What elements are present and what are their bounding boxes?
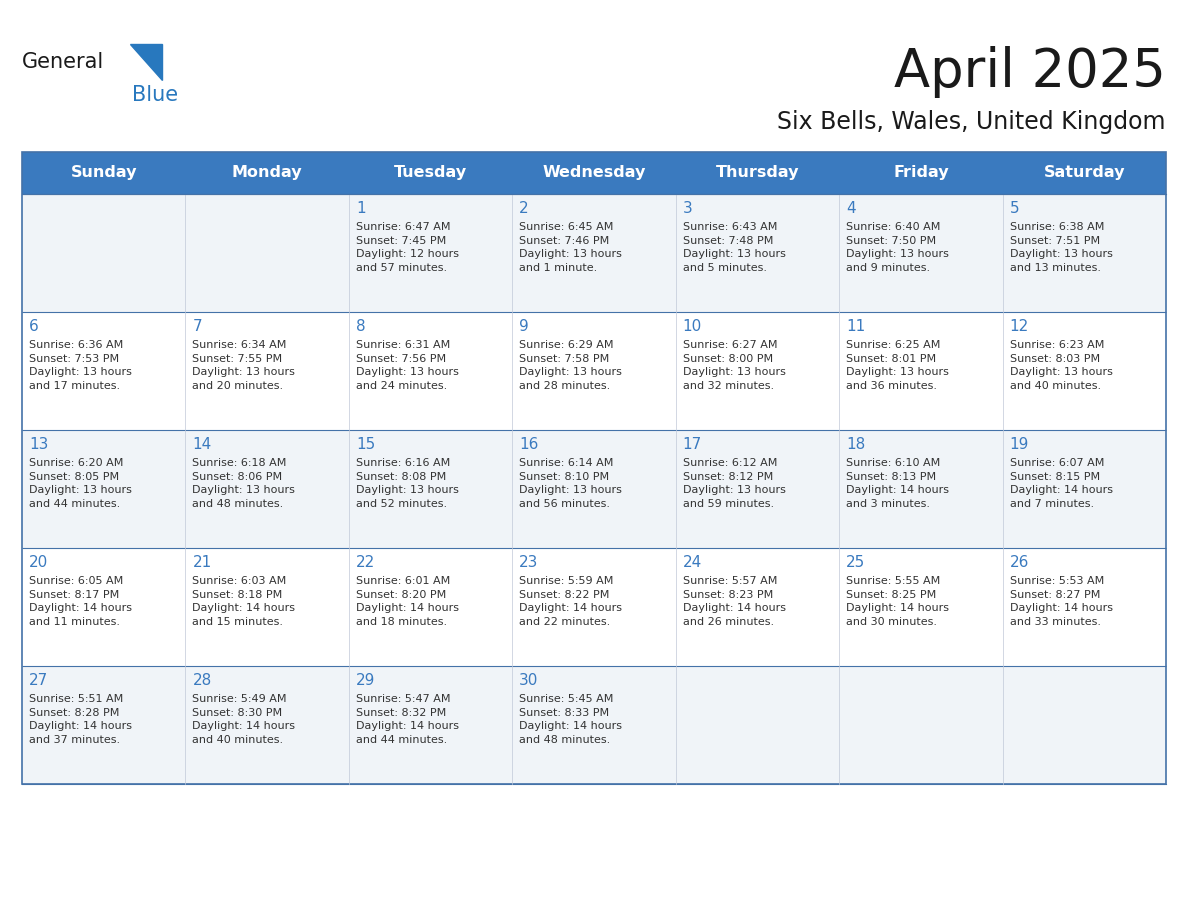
Text: Sunrise: 6:31 AM
Sunset: 7:56 PM
Daylight: 13 hours
and 24 minutes.: Sunrise: 6:31 AM Sunset: 7:56 PM Dayligh… [356,340,459,391]
Polygon shape [129,44,162,80]
Text: 19: 19 [1010,437,1029,452]
Text: Sunrise: 6:38 AM
Sunset: 7:51 PM
Daylight: 13 hours
and 13 minutes.: Sunrise: 6:38 AM Sunset: 7:51 PM Dayligh… [1010,222,1112,273]
Text: 16: 16 [519,437,538,452]
Bar [23,152,1165,784]
Text: Sunrise: 6:47 AM
Sunset: 7:45 PM
Daylight: 12 hours
and 57 minutes.: Sunrise: 6:47 AM Sunset: 7:45 PM Dayligh… [356,222,459,273]
Text: 15: 15 [356,437,375,452]
Text: 10: 10 [683,319,702,334]
Text: 28: 28 [192,673,211,688]
Text: Tuesday: Tuesday [394,165,467,181]
Text: 21: 21 [192,555,211,570]
Bar [23,666,1165,784]
Text: Friday: Friday [893,165,949,181]
Text: 12: 12 [1010,319,1029,334]
Text: 7: 7 [192,319,202,334]
Text: Sunrise: 5:49 AM
Sunset: 8:30 PM
Daylight: 14 hours
and 40 minutes.: Sunrise: 5:49 AM Sunset: 8:30 PM Dayligh… [192,694,296,744]
Text: Blue: Blue [132,85,178,105]
Text: Saturday: Saturday [1043,165,1125,181]
Text: Sunrise: 5:57 AM
Sunset: 8:23 PM
Daylight: 14 hours
and 26 minutes.: Sunrise: 5:57 AM Sunset: 8:23 PM Dayligh… [683,576,785,627]
Text: 6: 6 [29,319,39,334]
Text: Sunrise: 6:20 AM
Sunset: 8:05 PM
Daylight: 13 hours
and 44 minutes.: Sunrise: 6:20 AM Sunset: 8:05 PM Dayligh… [29,458,132,509]
Text: Sunrise: 6:23 AM
Sunset: 8:03 PM
Daylight: 13 hours
and 40 minutes.: Sunrise: 6:23 AM Sunset: 8:03 PM Dayligh… [1010,340,1112,391]
Text: Sunrise: 6:27 AM
Sunset: 8:00 PM
Daylight: 13 hours
and 32 minutes.: Sunrise: 6:27 AM Sunset: 8:00 PM Dayligh… [683,340,785,391]
Text: 20: 20 [29,555,49,570]
Text: 25: 25 [846,555,865,570]
Bar [23,152,1165,194]
Text: Sunrise: 5:53 AM
Sunset: 8:27 PM
Daylight: 14 hours
and 33 minutes.: Sunrise: 5:53 AM Sunset: 8:27 PM Dayligh… [1010,576,1113,627]
Text: Sunrise: 5:47 AM
Sunset: 8:32 PM
Daylight: 14 hours
and 44 minutes.: Sunrise: 5:47 AM Sunset: 8:32 PM Dayligh… [356,694,459,744]
Text: Sunrise: 5:55 AM
Sunset: 8:25 PM
Daylight: 14 hours
and 30 minutes.: Sunrise: 5:55 AM Sunset: 8:25 PM Dayligh… [846,576,949,627]
Text: 22: 22 [356,555,375,570]
Text: Sunrise: 6:40 AM
Sunset: 7:50 PM
Daylight: 13 hours
and 9 minutes.: Sunrise: 6:40 AM Sunset: 7:50 PM Dayligh… [846,222,949,273]
Bar [23,312,1165,430]
Text: Sunrise: 5:59 AM
Sunset: 8:22 PM
Daylight: 14 hours
and 22 minutes.: Sunrise: 5:59 AM Sunset: 8:22 PM Dayligh… [519,576,623,627]
Text: 29: 29 [356,673,375,688]
Text: 2: 2 [519,201,529,216]
Bar [23,548,1165,666]
Text: Six Bells, Wales, United Kingdom: Six Bells, Wales, United Kingdom [777,110,1165,134]
Text: General: General [23,52,105,72]
Text: Sunrise: 6:18 AM
Sunset: 8:06 PM
Daylight: 13 hours
and 48 minutes.: Sunrise: 6:18 AM Sunset: 8:06 PM Dayligh… [192,458,296,509]
Text: Sunrise: 6:10 AM
Sunset: 8:13 PM
Daylight: 14 hours
and 3 minutes.: Sunrise: 6:10 AM Sunset: 8:13 PM Dayligh… [846,458,949,509]
Text: Sunrise: 6:14 AM
Sunset: 8:10 PM
Daylight: 13 hours
and 56 minutes.: Sunrise: 6:14 AM Sunset: 8:10 PM Dayligh… [519,458,623,509]
Text: 4: 4 [846,201,855,216]
Text: Sunrise: 6:34 AM
Sunset: 7:55 PM
Daylight: 13 hours
and 20 minutes.: Sunrise: 6:34 AM Sunset: 7:55 PM Dayligh… [192,340,296,391]
Text: Monday: Monday [232,165,303,181]
Text: 13: 13 [29,437,49,452]
Text: 26: 26 [1010,555,1029,570]
Text: Sunrise: 6:03 AM
Sunset: 8:18 PM
Daylight: 14 hours
and 15 minutes.: Sunrise: 6:03 AM Sunset: 8:18 PM Dayligh… [192,576,296,627]
Text: Sunrise: 6:16 AM
Sunset: 8:08 PM
Daylight: 13 hours
and 52 minutes.: Sunrise: 6:16 AM Sunset: 8:08 PM Dayligh… [356,458,459,509]
Bar [23,430,1165,548]
Text: 30: 30 [519,673,538,688]
Text: 1: 1 [356,201,366,216]
Text: 9: 9 [519,319,529,334]
Bar [23,194,1165,312]
Text: Sunrise: 6:29 AM
Sunset: 7:58 PM
Daylight: 13 hours
and 28 minutes.: Sunrise: 6:29 AM Sunset: 7:58 PM Dayligh… [519,340,623,391]
Text: Sunrise: 6:45 AM
Sunset: 7:46 PM
Daylight: 13 hours
and 1 minute.: Sunrise: 6:45 AM Sunset: 7:46 PM Dayligh… [519,222,623,273]
Text: 24: 24 [683,555,702,570]
Text: Sunrise: 6:12 AM
Sunset: 8:12 PM
Daylight: 13 hours
and 59 minutes.: Sunrise: 6:12 AM Sunset: 8:12 PM Dayligh… [683,458,785,509]
Text: Thursday: Thursday [715,165,800,181]
Text: Sunrise: 6:01 AM
Sunset: 8:20 PM
Daylight: 14 hours
and 18 minutes.: Sunrise: 6:01 AM Sunset: 8:20 PM Dayligh… [356,576,459,627]
Text: 23: 23 [519,555,538,570]
Text: 18: 18 [846,437,865,452]
Text: 11: 11 [846,319,865,334]
Text: Sunrise: 6:05 AM
Sunset: 8:17 PM
Daylight: 14 hours
and 11 minutes.: Sunrise: 6:05 AM Sunset: 8:17 PM Dayligh… [29,576,132,627]
Text: 17: 17 [683,437,702,452]
Text: Wednesday: Wednesday [542,165,646,181]
Text: Sunrise: 6:36 AM
Sunset: 7:53 PM
Daylight: 13 hours
and 17 minutes.: Sunrise: 6:36 AM Sunset: 7:53 PM Dayligh… [29,340,132,391]
Text: April 2025: April 2025 [895,46,1165,98]
Text: 8: 8 [356,319,366,334]
Text: Sunrise: 6:07 AM
Sunset: 8:15 PM
Daylight: 14 hours
and 7 minutes.: Sunrise: 6:07 AM Sunset: 8:15 PM Dayligh… [1010,458,1113,509]
Text: Sunrise: 5:51 AM
Sunset: 8:28 PM
Daylight: 14 hours
and 37 minutes.: Sunrise: 5:51 AM Sunset: 8:28 PM Dayligh… [29,694,132,744]
Text: 14: 14 [192,437,211,452]
Text: Sunrise: 6:25 AM
Sunset: 8:01 PM
Daylight: 13 hours
and 36 minutes.: Sunrise: 6:25 AM Sunset: 8:01 PM Dayligh… [846,340,949,391]
Text: Sunrise: 6:43 AM
Sunset: 7:48 PM
Daylight: 13 hours
and 5 minutes.: Sunrise: 6:43 AM Sunset: 7:48 PM Dayligh… [683,222,785,273]
Text: 3: 3 [683,201,693,216]
Text: 5: 5 [1010,201,1019,216]
Text: Sunrise: 5:45 AM
Sunset: 8:33 PM
Daylight: 14 hours
and 48 minutes.: Sunrise: 5:45 AM Sunset: 8:33 PM Dayligh… [519,694,623,744]
Text: Sunday: Sunday [70,165,137,181]
Text: 27: 27 [29,673,49,688]
